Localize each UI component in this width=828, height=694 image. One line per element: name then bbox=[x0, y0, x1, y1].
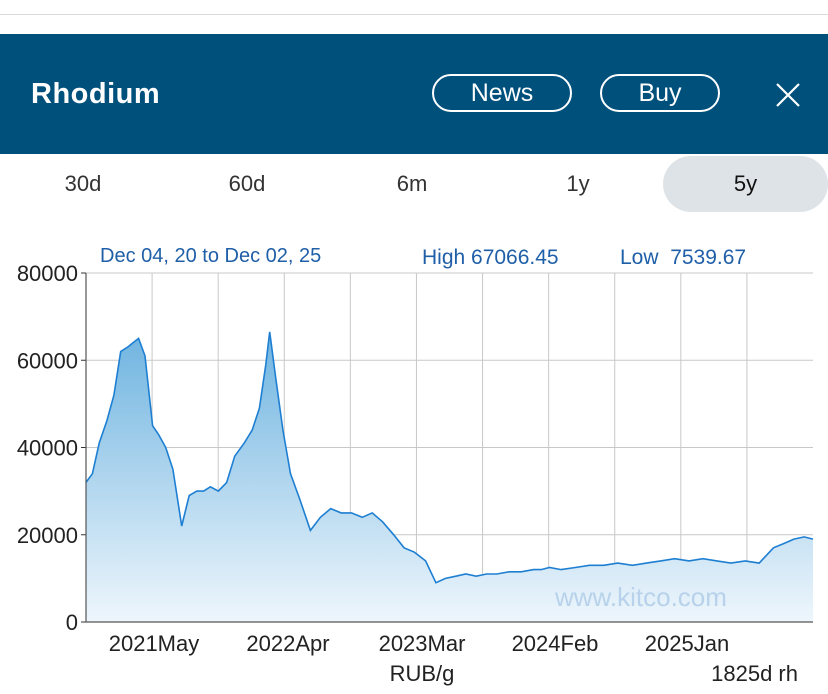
header-bar: Rhodium News Buy bbox=[0, 34, 828, 154]
price-chart: 0 20000 40000 60000 80000 2021May 2022Apr 2023M… bbox=[17, 245, 814, 686]
axes: 0 20000 40000 60000 80000 2021May 2022Apr 2023M… bbox=[17, 261, 813, 656]
top-divider bbox=[0, 0, 828, 15]
y-tick-label: 60000 bbox=[17, 348, 78, 373]
x-tick-label: 2023Mar bbox=[379, 631, 466, 656]
y-tick-label: 80000 bbox=[17, 261, 78, 286]
period-label: 1825d rh bbox=[711, 661, 798, 686]
price-area bbox=[86, 331, 813, 622]
x-tick-label: 2024Feb bbox=[512, 631, 599, 656]
tab-6m[interactable]: 6m bbox=[396, 171, 428, 196]
y-tick-label: 20000 bbox=[17, 523, 78, 548]
tab-60d[interactable]: 60d bbox=[228, 171, 266, 196]
price-line bbox=[85, 331, 814, 584]
close-icon[interactable] bbox=[773, 80, 803, 110]
range-tabs: 30d 60d 6m 1y 5y bbox=[0, 154, 828, 214]
x-tick-label: 2021May bbox=[109, 631, 200, 656]
low-label: Low 7539.67 bbox=[620, 246, 746, 269]
unit-label: RUB/g bbox=[390, 661, 455, 686]
tab-5y[interactable]: 5y bbox=[663, 156, 828, 212]
x-tick-label: 2022Apr bbox=[246, 631, 329, 656]
page-title: Rhodium bbox=[31, 78, 161, 110]
watermark: www.kitco.com bbox=[554, 582, 727, 612]
date-range-label: Dec 04, 20 to Dec 02, 25 bbox=[100, 245, 321, 267]
x-tick-label: 2025Jan bbox=[645, 631, 729, 656]
tab-1y[interactable]: 1y bbox=[566, 171, 590, 196]
high-label: High 67066.45 bbox=[422, 246, 559, 269]
tab-30d[interactable]: 30d bbox=[64, 171, 102, 196]
buy-button[interactable]: Buy bbox=[600, 74, 720, 112]
y-tick-label: 40000 bbox=[17, 436, 78, 461]
y-tick-label: 0 bbox=[66, 610, 78, 635]
news-button[interactable]: News bbox=[432, 74, 572, 112]
